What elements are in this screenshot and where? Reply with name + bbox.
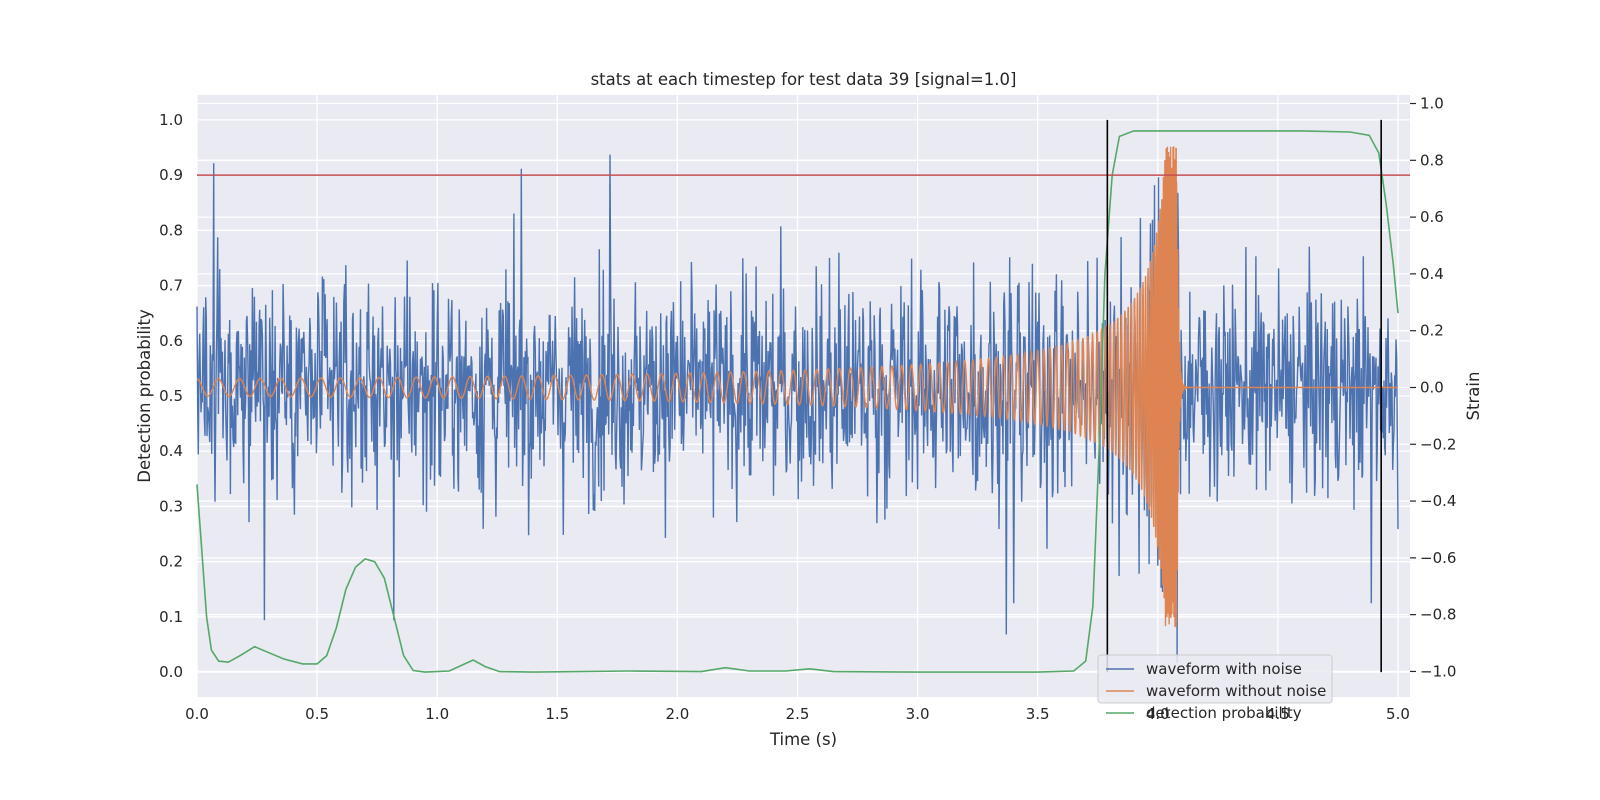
- x-tick-label: 2.5: [786, 705, 810, 723]
- x-axis-label: Time (s): [769, 730, 837, 749]
- x-tick-label: 1.5: [545, 705, 569, 723]
- y-right-tick-label: 0.2: [1420, 322, 1444, 340]
- x-tick-label: 4.0: [1146, 705, 1170, 723]
- y-right-tick-label: −0.6: [1420, 549, 1456, 567]
- series-waveform-with-noise: [196, 154, 1399, 663]
- y-tick-label: 0.1: [159, 608, 183, 626]
- series-detection-probability: [196, 130, 1399, 673]
- y-tick-label: 0.3: [159, 497, 183, 515]
- series-waveform-without-noise: [196, 146, 1398, 628]
- y-axis-right-label: Strain: [1464, 372, 1483, 421]
- chart-title: stats at each timestep for test data 39 …: [591, 70, 1017, 89]
- y-right-tick-label: 0.6: [1420, 208, 1444, 226]
- y-right-tick-label: 0.0: [1420, 378, 1444, 396]
- y-right-tick-label: 0.4: [1420, 265, 1444, 283]
- x-tick-label: 0.5: [305, 705, 329, 723]
- y-tick-label: 0.8: [159, 221, 183, 239]
- x-tick-label: 1.0: [425, 705, 449, 723]
- legend-label: waveform without noise: [1146, 682, 1326, 700]
- y-tick-label: 0.9: [159, 166, 183, 184]
- y-right-tick-label: 1.0: [1420, 95, 1444, 113]
- y-right-tick-label: −0.2: [1420, 435, 1456, 453]
- y-tick-label: 0.7: [159, 277, 183, 295]
- y-axis-label: Detection probability: [135, 309, 154, 483]
- y-tick-label: 0.5: [159, 387, 183, 405]
- legend-label: detection probability: [1146, 704, 1302, 722]
- legend-label: waveform with noise: [1146, 660, 1302, 678]
- x-tick-label: 2.0: [665, 705, 689, 723]
- y-tick-label: 0.6: [159, 332, 183, 350]
- tick-layer: 0.0 0.5 1.0 1.5 2.0 2.5 3.0 3.5 4.0 4.5 5.0 0.0 0.1 0…: [159, 95, 1456, 723]
- series-layer: [196, 119, 1410, 673]
- legend-box: [1097, 654, 1333, 704]
- y-right-tick-label: 0.8: [1420, 151, 1444, 169]
- y-tick-label: 0.4: [159, 442, 183, 460]
- y-tick-label: 0.0: [159, 663, 183, 681]
- legend: waveform with noise waveform without nois…: [1097, 654, 1333, 722]
- y-right-tick-label: −0.4: [1420, 492, 1456, 510]
- x-tick-label: 0.0: [185, 705, 209, 723]
- y-tick-label: 0.2: [159, 553, 183, 571]
- x-tick-label: 5.0: [1386, 705, 1410, 723]
- x-tick-label: 4.5: [1266, 705, 1290, 723]
- y-right-tick-label: −1.0: [1420, 662, 1456, 680]
- x-tick-label: 3.5: [1026, 705, 1050, 723]
- y-right-tick-label: −0.8: [1420, 606, 1456, 624]
- y-tick-label: 1.0: [159, 111, 183, 129]
- x-tick-label: 3.0: [906, 705, 930, 723]
